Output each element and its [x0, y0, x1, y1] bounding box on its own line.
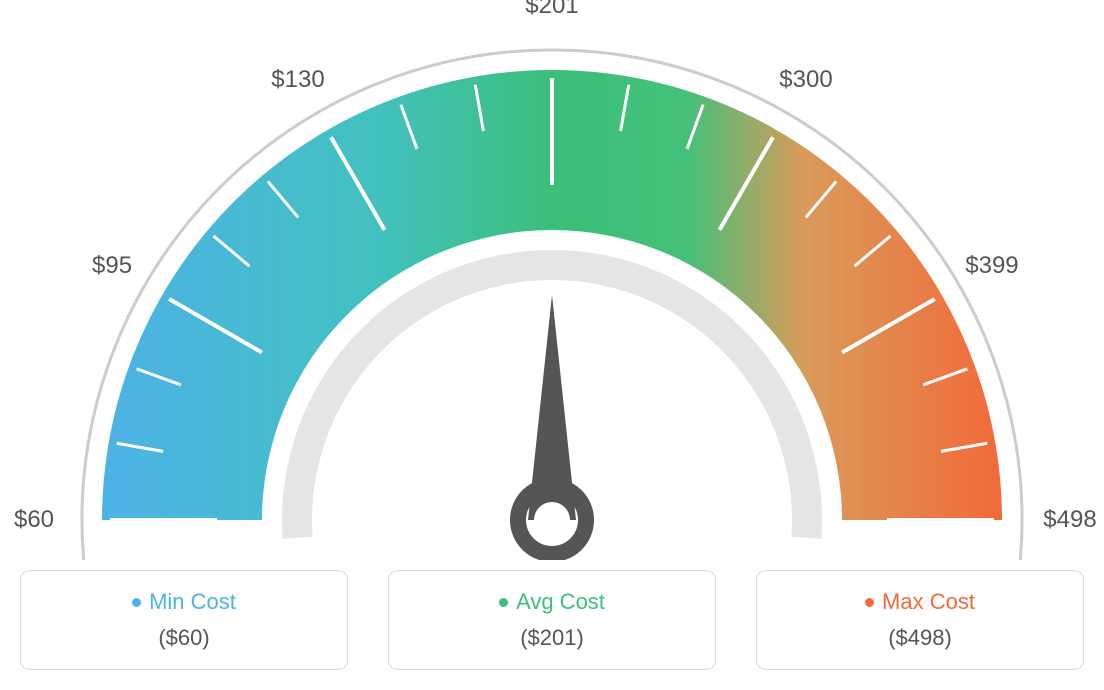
- cost-gauge: $60$95$130$201$300$399$498: [20, 20, 1084, 560]
- gauge-tick-label: $201: [525, 0, 578, 20]
- gauge-tick-label: $60: [14, 506, 54, 534]
- legend-label-avg: Avg Cost: [516, 589, 605, 615]
- legend-label-max: Max Cost: [882, 589, 975, 615]
- legend-dot-max: [865, 598, 874, 607]
- legend-value-avg: ($201): [520, 625, 584, 651]
- gauge-tick-label: $498: [1043, 506, 1096, 534]
- legend-label-min: Min Cost: [149, 589, 236, 615]
- gauge-tick-label: $399: [965, 252, 1018, 280]
- legend-value-min: ($60): [158, 625, 209, 651]
- legend-dot-avg: [499, 598, 508, 607]
- legend-card-max: Max Cost ($498): [756, 570, 1084, 670]
- legend-row: Min Cost ($60) Avg Cost ($201) Max Cost …: [20, 570, 1084, 670]
- gauge-tick-label: $300: [779, 66, 832, 94]
- gauge-tick-label: $95: [92, 252, 132, 280]
- gauge-tick-label: $130: [271, 66, 324, 94]
- legend-dot-min: [132, 598, 141, 607]
- legend-card-min: Min Cost ($60): [20, 570, 348, 670]
- legend-value-max: ($498): [888, 625, 952, 651]
- legend-card-avg: Avg Cost ($201): [388, 570, 716, 670]
